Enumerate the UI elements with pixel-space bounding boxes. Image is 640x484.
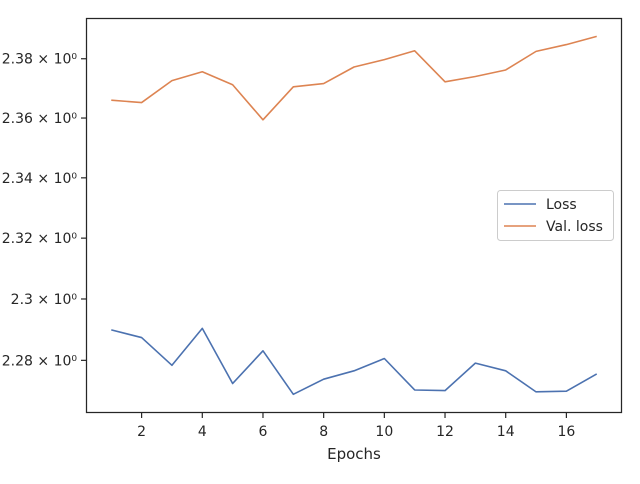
y-tick-label: 2.28 × 10⁰ (2, 353, 78, 369)
y-tick-label: 2.34 × 10⁰ (2, 171, 78, 187)
y-axis-ticks: 2.28 × 10⁰ 2.3 × 10⁰ 2.32 × 10⁰ 2.34 × 10⁰ 2… (2, 52, 87, 369)
x-tick-label: 14 (497, 424, 515, 440)
legend-label-val-loss: Val. loss (546, 219, 603, 235)
x-tick-label: 6 (259, 424, 268, 440)
x-axis-label: Epochs (327, 445, 381, 463)
x-tick-label: 10 (375, 424, 393, 440)
legend-frame (497, 190, 614, 241)
y-tick-label: 2.38 × 10⁰ (2, 52, 78, 68)
y-tick-label: 2.3 × 10⁰ (11, 292, 78, 308)
y-tick-label: 2.36 × 10⁰ (2, 111, 78, 127)
x-tick-label: 8 (319, 424, 328, 440)
x-tick-label: 16 (557, 424, 575, 440)
x-tick-label: 2 (137, 424, 146, 440)
x-tick-label: 12 (436, 424, 454, 440)
series-line-loss (111, 327, 598, 396)
plot-area-frame (85, 17, 623, 414)
legend-label-loss: Loss (546, 197, 577, 213)
legend: Loss Val. loss (497, 190, 614, 241)
y-tick-label: 2.32 × 10⁰ (2, 231, 78, 247)
series-layer (111, 35, 598, 396)
x-axis-ticks: 2 4 6 8 10 12 14 16 (137, 412, 575, 440)
series-line-val-loss (111, 35, 597, 121)
x-tick-label: 4 (198, 424, 207, 440)
